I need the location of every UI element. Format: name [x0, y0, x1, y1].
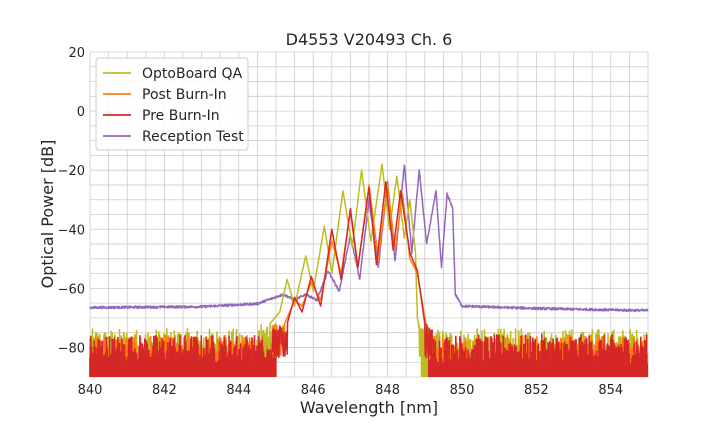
y-tick-label: −60 [58, 282, 85, 297]
x-tick-label: 850 [450, 383, 475, 398]
x-tick-label: 852 [524, 383, 549, 398]
legend-label: Reception Test [142, 129, 244, 145]
noise-floor-2 [89, 334, 649, 377]
x-tick-label: 842 [152, 383, 177, 398]
y-tick-label: −80 [58, 341, 85, 356]
y-axis-label: Optical Power [dB] [38, 140, 57, 289]
legend-label: Post Burn-In [142, 87, 227, 103]
x-tick-label: 840 [78, 383, 103, 398]
series-line [271, 181, 433, 360]
series-line [89, 164, 649, 313]
y-tick-label: −20 [58, 164, 85, 179]
legend-box [95, 57, 249, 151]
x-tick-label: 848 [375, 383, 400, 398]
x-tick-label: 846 [301, 383, 326, 398]
series-line [260, 163, 426, 359]
y-tick-label: −40 [58, 223, 85, 238]
x-axis-label: Wavelength [nm] [300, 398, 438, 417]
chart-title: D4553 V20493 Ch. 6 [286, 30, 453, 49]
legend: OptoBoard QA Post Burn-In Pre Burn-In Recep… [95, 57, 249, 151]
x-tick-label: 854 [598, 383, 623, 398]
x-tick-label: 844 [226, 383, 251, 398]
x-axis-ticks: 840 842 844 846 848 850 852 854 [78, 383, 624, 398]
noise-floor-layer [89, 328, 649, 377]
series-lines [89, 163, 649, 360]
legend-label: OptoBoard QA [142, 66, 243, 82]
y-axis-ticks: 20 0 −20 −40 −60 −80 [58, 46, 85, 356]
legend-label: Pre Burn-In [142, 108, 220, 124]
y-tick-label: 20 [68, 46, 85, 61]
y-tick-label: 0 [77, 105, 85, 120]
